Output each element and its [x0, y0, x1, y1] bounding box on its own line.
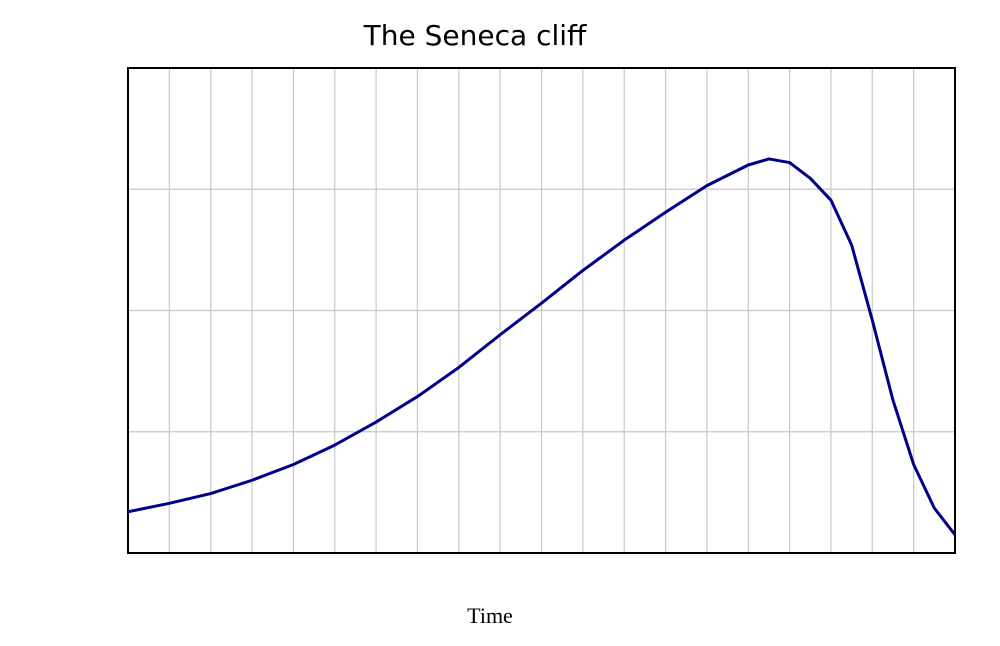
plot-frame: [127, 67, 956, 554]
chart-title: The Seneca cliff: [363, 19, 587, 52]
x-axis-label: Time: [467, 603, 513, 628]
data-line: [127, 157, 957, 536]
